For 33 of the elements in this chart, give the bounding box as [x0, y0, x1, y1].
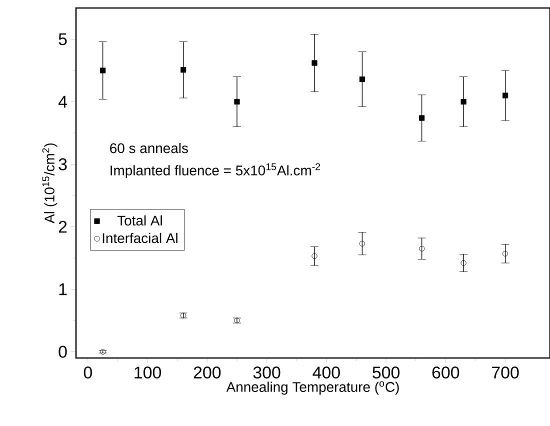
legend-label: Total Al	[117, 215, 162, 226]
x-tick-label: 600	[432, 366, 460, 379]
point	[502, 92, 508, 98]
y-axis-title: Al (10$^{15}$/cm$^{2}$)	[42, 143, 58, 224]
point	[180, 67, 186, 73]
y-tick-label: 2	[58, 220, 67, 233]
y-tick-label: 5	[58, 33, 67, 46]
y-tick-label: 1	[59, 283, 67, 296]
point	[100, 68, 106, 74]
x-tick-label: 700	[492, 366, 519, 379]
point	[460, 98, 466, 105]
point	[419, 246, 425, 252]
x-tick-label: 500	[372, 366, 400, 379]
x-tick-label: 400	[312, 366, 340, 379]
x-tick-label: 0	[84, 366, 92, 379]
x-axis-title: Annealing Temperature ($^{o}$C)	[226, 381, 399, 395]
y-tick-label: 4	[58, 96, 67, 108]
point	[460, 260, 466, 266]
point	[359, 76, 365, 82]
point	[419, 115, 425, 121]
point	[502, 250, 508, 256]
legend-label: Interfacial Al	[102, 232, 178, 244]
point	[359, 240, 365, 246]
annotation: Implanted fluence = 5x10$^{15}$Al.cm$^{-2}$	[110, 163, 320, 178]
point	[312, 253, 318, 259]
point	[234, 98, 240, 105]
y-tick-label: 0	[58, 346, 67, 358]
point	[312, 60, 318, 66]
x-tick-label: 200	[194, 366, 221, 379]
y-tick-label: 3	[58, 158, 67, 170]
x-tick-label: 300	[253, 366, 280, 379]
x-tick-label: 100	[134, 366, 162, 379]
annotation: 60 s anneals	[110, 142, 188, 154]
